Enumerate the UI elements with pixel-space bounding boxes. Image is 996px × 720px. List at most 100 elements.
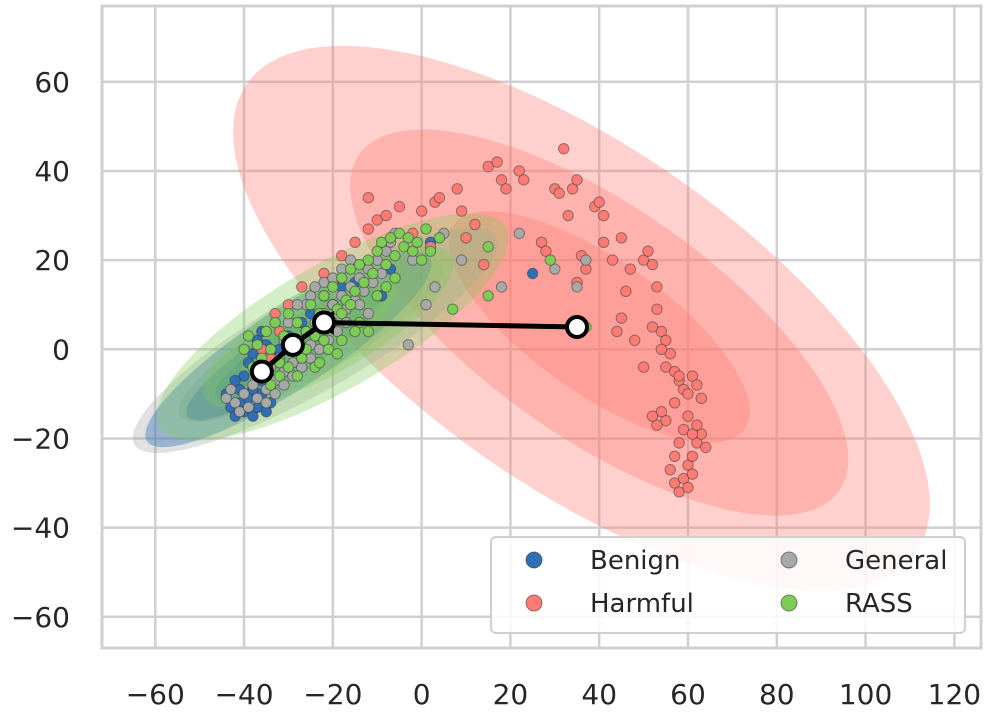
point-harmful (655, 406, 668, 418)
point-harmful (553, 187, 565, 199)
point-rass (384, 232, 397, 244)
ellipse-harmful (448, 211, 750, 443)
point-rass (411, 236, 423, 248)
point-rass (358, 276, 370, 289)
point-rass (269, 316, 281, 329)
y-tick-label: −60 (11, 601, 70, 634)
x-tick-label: 120 (928, 678, 981, 711)
point-benign (247, 348, 259, 360)
point-rass (433, 232, 446, 244)
point-rass (353, 258, 366, 271)
grid-lines (102, 6, 981, 648)
point-harmful (433, 192, 446, 204)
point-rass (389, 272, 401, 284)
point-harmful (655, 325, 668, 338)
point-harmful (593, 196, 605, 208)
point-harmful (535, 236, 548, 248)
point-rass (375, 236, 388, 248)
x-tick-label: −60 (126, 678, 185, 711)
point-harmful (677, 472, 690, 485)
y-tick-label: 40 (34, 155, 70, 188)
point-harmful (651, 281, 663, 293)
x-tick-label: 100 (839, 678, 892, 711)
point-rass (251, 339, 264, 351)
point-harmful (660, 334, 672, 347)
point-harmful (646, 321, 659, 333)
point-harmful (380, 209, 392, 222)
point-harmful (513, 165, 526, 177)
point-rass (482, 241, 494, 253)
x-tick-label: 80 (759, 678, 795, 711)
y-tick-label: −40 (11, 512, 70, 545)
point-rass (336, 334, 348, 347)
legend-label-benign: Benign (590, 546, 681, 576)
point-harmful (660, 414, 672, 427)
x-axis-ticks: −60 −40 −20 0 20 40 60 80 100 120 (126, 678, 981, 711)
point-rass (282, 307, 295, 320)
point-harmful (655, 343, 668, 355)
y-axis-ticks: −60 −40 −20 0 20 40 60 (11, 66, 70, 634)
point-rass (336, 307, 348, 320)
legend-label-rass: RASS (845, 589, 913, 619)
point-rass (336, 272, 348, 284)
point-harmful (620, 285, 632, 298)
point-harmful (415, 205, 428, 217)
legend-marker-rass (780, 594, 798, 612)
point-harmful (682, 388, 694, 400)
point-rass (371, 245, 383, 257)
point-harmful (695, 392, 708, 405)
point-general (251, 392, 264, 405)
point-rass (389, 249, 401, 262)
centroid-marker (311, 310, 336, 335)
point-general (420, 299, 432, 311)
y-tick-label: −20 (11, 422, 70, 455)
point-rass (482, 290, 494, 302)
point-harmful (336, 249, 348, 262)
legend-marker-benign (525, 551, 543, 569)
point-harmful (362, 223, 375, 235)
point-rass (318, 334, 330, 347)
x-tick-label: 20 (493, 678, 529, 711)
point-general (233, 406, 246, 418)
point-harmful (478, 258, 490, 271)
point-general (549, 263, 561, 275)
point-harmful (651, 303, 663, 315)
point-benign (229, 374, 241, 387)
point-general (238, 388, 250, 400)
point-rass (380, 258, 392, 271)
point-harmful (500, 183, 512, 195)
point-rass (264, 343, 277, 355)
point-harmful (562, 209, 574, 222)
point-rass (362, 325, 375, 338)
legend-label-harmful: Harmful (590, 589, 694, 619)
point-general (318, 276, 330, 289)
point-rass (296, 352, 308, 364)
point-harmful (664, 463, 676, 476)
point-harmful (611, 325, 623, 338)
point-rass (264, 379, 277, 391)
point-general (278, 379, 290, 391)
point-harmful (637, 361, 650, 373)
point-rass (238, 343, 250, 355)
point-rass (415, 254, 428, 266)
point-rass (371, 290, 383, 302)
point-general (309, 281, 321, 293)
point-rass (349, 325, 361, 338)
point-harmful (518, 174, 530, 186)
point-rass (318, 290, 330, 302)
point-harmful (597, 209, 610, 222)
point-harmful (691, 437, 703, 449)
point-harmful (371, 214, 383, 226)
point-harmful (566, 183, 579, 195)
x-tick-label: −40 (215, 678, 274, 711)
point-general (260, 397, 272, 409)
centroid-marker (249, 359, 274, 384)
point-harmful (651, 419, 663, 431)
point-harmful (460, 232, 472, 244)
point-harmful (469, 218, 481, 231)
point-harmful (624, 263, 636, 275)
point-harmful (700, 441, 712, 454)
point-harmful (540, 245, 552, 257)
point-general (229, 397, 241, 409)
